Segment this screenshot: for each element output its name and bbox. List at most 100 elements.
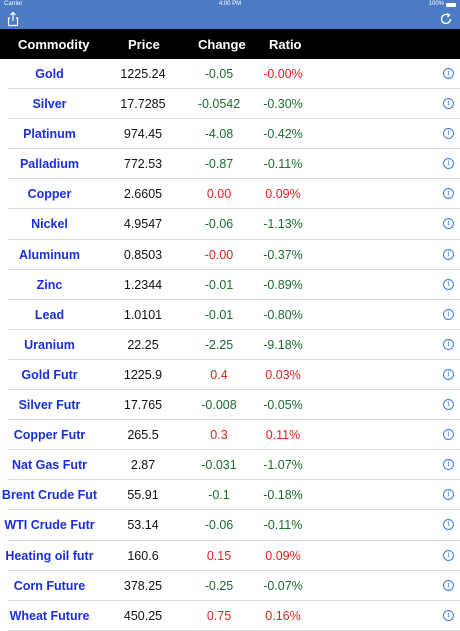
header-change[interactable]: Change (198, 37, 246, 52)
commodity-change: -0.00 (204, 247, 234, 262)
commodity-name: Uranium (24, 337, 75, 352)
commodity-price: 4.9547 (123, 217, 163, 232)
commodity-change: -0.01 (204, 277, 234, 292)
info-icon[interactable]: i (443, 278, 454, 290)
info-icon[interactable]: i (443, 338, 454, 350)
commodity-list: Gold 1225.24 -0.05 -0.00% i Silver 17.7285 -0.0… (0, 59, 460, 631)
info-icon[interactable]: i (443, 158, 454, 170)
commodity-ratio: -9.18% (263, 337, 303, 352)
info-icon[interactable]: i (443, 429, 454, 441)
commodity-ratio: -0.05% (263, 398, 303, 413)
table-row[interactable]: Silver Futr 17.765 -0.008 -0.05% i (0, 390, 460, 421)
commodity-change: -0.05 (204, 67, 234, 81)
commodity-ratio: -1.13% (263, 217, 303, 232)
carrier-label: Carrier (4, 1, 23, 7)
commodity-price: 17.7285 (120, 97, 166, 112)
table-row[interactable]: Aluminum 0.8503 -0.00 -0.37% i (0, 240, 460, 270)
info-icon[interactable]: i (443, 188, 454, 200)
refresh-icon[interactable] (438, 11, 454, 27)
commodity-change: -0.0542 (197, 97, 241, 112)
commodity-change: -4.08 (204, 127, 234, 142)
table-row[interactable]: Corn Future 378.25 -0.25 -0.07% i (0, 571, 460, 601)
table-row[interactable]: Nickel 4.9547 -0.06 -1.13% i (0, 209, 460, 240)
commodity-price: 2.87 (130, 458, 156, 473)
table-row[interactable]: Uranium 22.25 -2.25 -9.18% i (0, 330, 460, 361)
commodity-price: 55.91 (127, 488, 159, 503)
table-row[interactable]: Lead 1.0101 -0.01 -0.80% i (0, 300, 460, 330)
info-icon[interactable]: i (443, 98, 454, 110)
commodity-price: 1225.24 (120, 67, 166, 81)
table-row[interactable]: Silver 17.7285 -0.0542 -0.30% i (0, 89, 460, 120)
commodity-change: -0.1 (208, 488, 230, 503)
commodity-price: 17.765 (123, 398, 163, 413)
info-icon[interactable]: i (443, 248, 454, 260)
commodity-name: Gold (35, 67, 64, 81)
info-icon[interactable]: i (443, 128, 454, 140)
info-icon[interactable]: i (443, 609, 454, 621)
commodity-change: 0.00 (206, 187, 232, 202)
commodity-ratio: -0.89% (263, 277, 303, 292)
commodity-ratio: 0.11% (265, 428, 301, 443)
commodity-price: 0.8503 (123, 247, 163, 262)
commodity-ratio: -0.80% (263, 307, 303, 322)
info-icon[interactable]: i (443, 519, 454, 531)
commodity-ratio: -0.11% (263, 157, 303, 172)
table-row[interactable]: Copper 2.6605 0.00 0.09% i (0, 179, 460, 210)
table-row[interactable]: Gold Futr 1225.9 0.4 0.03% i (0, 360, 460, 391)
commodity-change: -0.01 (204, 307, 234, 322)
commodity-name: Palladium (19, 157, 80, 172)
commodity-name: Nickel (31, 217, 68, 232)
commodity-change: -0.06 (204, 217, 234, 232)
info-icon[interactable]: i (443, 368, 454, 380)
commodity-name: Gold Futr (21, 367, 78, 382)
table-row[interactable]: Zinc 1.2344 -0.01 -0.89% i (0, 270, 460, 300)
info-icon[interactable]: i (443, 399, 454, 411)
battery-percent: 100% (428, 1, 444, 7)
commodity-price: 378.25 (123, 578, 163, 593)
header-price[interactable]: Price (128, 37, 160, 52)
status-bar: Carrier 4:00 PM 100% (0, 0, 460, 9)
header-ratio[interactable]: Ratio (269, 37, 302, 52)
commodity-ratio: -0.07% (263, 578, 303, 593)
commodity-name: Copper (27, 187, 72, 202)
info-icon[interactable]: i (443, 68, 454, 79)
info-icon[interactable]: i (443, 308, 454, 320)
table-row[interactable]: Platinum 974.45 -4.08 -0.42% i (0, 119, 460, 150)
commodity-ratio: 0.16% (265, 608, 301, 623)
table-row[interactable]: Brent Crude Fut 55.91 -0.1 -0.18% i (0, 480, 460, 511)
battery-status: 100% (429, 0, 456, 9)
commodity-name: Silver (32, 97, 67, 112)
commodity-change: -2.25 (204, 337, 234, 352)
info-icon[interactable]: i (443, 489, 454, 501)
header-commodity[interactable]: Commodity (18, 37, 90, 52)
table-row[interactable]: Wheat Future 450.25 0.75 0.16% i (0, 601, 460, 631)
table-row[interactable]: Nat Gas Futr 2.87 -0.031 -1.07% i (0, 450, 460, 481)
commodity-name: Platinum (23, 127, 76, 142)
commodity-ratio: -0.00% (263, 67, 303, 81)
commodity-name: Copper Futr (13, 428, 86, 443)
table-row[interactable]: Heating oil futr 160.6 0.15 0.09% i (0, 541, 460, 571)
commodity-change: -0.87 (204, 157, 234, 172)
commodity-ratio: 0.09% (265, 187, 301, 202)
table-row[interactable]: Copper Futr 265.5 0.3 0.11% i (0, 420, 460, 451)
info-icon[interactable]: i (443, 218, 454, 230)
commodity-name: Zinc (36, 277, 63, 292)
commodity-name: Silver Futr (18, 398, 81, 413)
commodity-name: Brent Crude Fut (1, 488, 98, 503)
table-row[interactable]: Gold 1225.24 -0.05 -0.00% i (0, 59, 460, 90)
share-icon[interactable] (5, 11, 21, 27)
table-row[interactable]: WTI Crude Futr 53.14 -0.06 -0.11% i (0, 510, 460, 541)
info-icon[interactable]: i (443, 579, 454, 591)
info-icon[interactable]: i (443, 549, 454, 561)
commodity-ratio: -0.37% (263, 247, 303, 262)
commodity-name: Lead (34, 307, 65, 322)
commodity-ratio: 0.09% (265, 548, 301, 563)
commodity-change: -0.008 (201, 398, 237, 413)
commodity-ratio: -0.11% (263, 518, 303, 533)
commodity-price: 2.6605 (123, 187, 163, 202)
commodity-change: -0.25 (204, 578, 234, 593)
commodity-ratio: -1.07% (263, 458, 303, 473)
battery-icon (446, 2, 456, 7)
info-icon[interactable]: i (443, 459, 454, 471)
table-row[interactable]: Palladium 772.53 -0.87 -0.11% i (0, 149, 460, 180)
